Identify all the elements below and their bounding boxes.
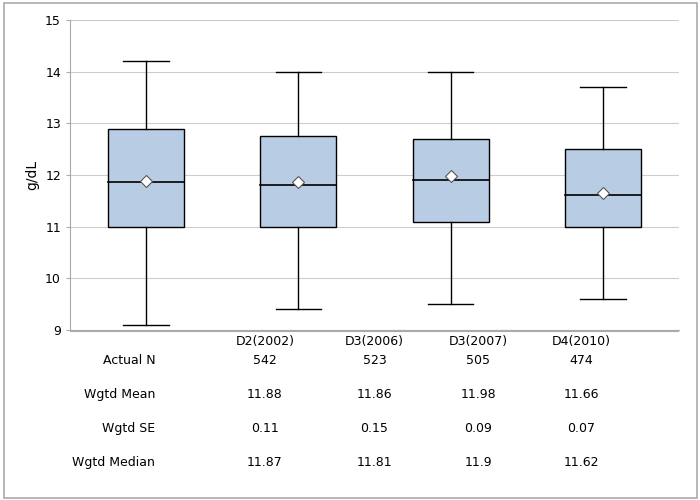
Text: 11.98: 11.98: [460, 388, 496, 401]
Text: 0.07: 0.07: [568, 422, 596, 435]
Text: Wgtd Mean: Wgtd Mean: [84, 388, 155, 401]
Text: 11.66: 11.66: [564, 388, 599, 401]
Y-axis label: g/dL: g/dL: [25, 160, 39, 190]
Bar: [412, 139, 489, 222]
Bar: [260, 136, 337, 226]
Text: 0.11: 0.11: [251, 422, 279, 435]
Text: 542: 542: [253, 354, 276, 367]
Text: 0.15: 0.15: [360, 422, 388, 435]
Text: Wgtd Median: Wgtd Median: [72, 456, 155, 469]
Text: D2(2002): D2(2002): [235, 335, 295, 348]
Text: 11.86: 11.86: [357, 388, 392, 401]
Text: 11.81: 11.81: [357, 456, 392, 469]
Text: Actual N: Actual N: [103, 354, 155, 367]
Text: 11.62: 11.62: [564, 456, 599, 469]
Text: 11.88: 11.88: [247, 388, 283, 401]
Text: 11.87: 11.87: [247, 456, 283, 469]
Text: 11.9: 11.9: [464, 456, 492, 469]
Text: 523: 523: [363, 354, 386, 367]
Bar: [108, 128, 184, 226]
Bar: [565, 149, 641, 226]
Text: 505: 505: [466, 354, 490, 367]
Text: D3(2006): D3(2006): [345, 335, 404, 348]
Text: D3(2007): D3(2007): [449, 335, 507, 348]
Text: 0.09: 0.09: [464, 422, 492, 435]
Text: Wgtd SE: Wgtd SE: [102, 422, 155, 435]
Text: D4(2010): D4(2010): [552, 335, 611, 348]
Text: 474: 474: [570, 354, 594, 367]
